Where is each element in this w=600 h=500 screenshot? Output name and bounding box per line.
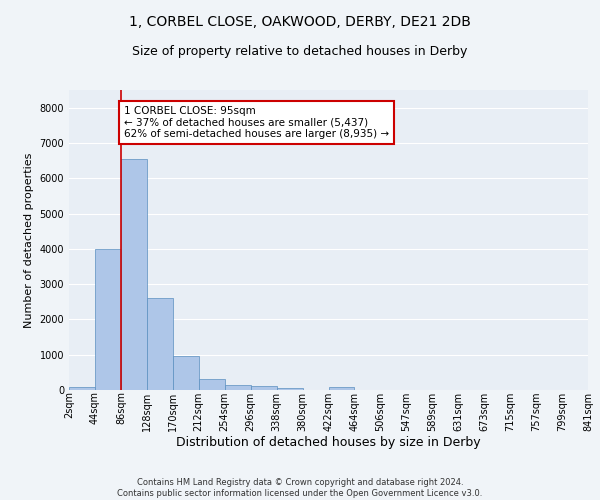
Text: Contains HM Land Registry data © Crown copyright and database right 2024.
Contai: Contains HM Land Registry data © Crown c… [118, 478, 482, 498]
Bar [95, 249, 121, 390]
Bar [225, 386, 251, 390]
Bar [69, 388, 95, 390]
Text: 1, CORBEL CLOSE, OAKWOOD, DERBY, DE21 2DB: 1, CORBEL CLOSE, OAKWOOD, DERBY, DE21 2D… [129, 15, 471, 29]
Bar [121, 159, 147, 390]
Text: 1 CORBEL CLOSE: 95sqm
← 37% of detached houses are smaller (5,437)
62% of semi-d: 1 CORBEL CLOSE: 95sqm ← 37% of detached … [124, 106, 389, 139]
Y-axis label: Number of detached properties: Number of detached properties [24, 152, 34, 328]
Bar [277, 388, 302, 390]
X-axis label: Distribution of detached houses by size in Derby: Distribution of detached houses by size … [176, 436, 481, 450]
Bar [199, 378, 224, 390]
Bar [147, 298, 173, 390]
Bar [251, 386, 277, 390]
Text: Size of property relative to detached houses in Derby: Size of property relative to detached ho… [133, 45, 467, 58]
Bar [329, 387, 355, 390]
Bar [173, 356, 199, 390]
